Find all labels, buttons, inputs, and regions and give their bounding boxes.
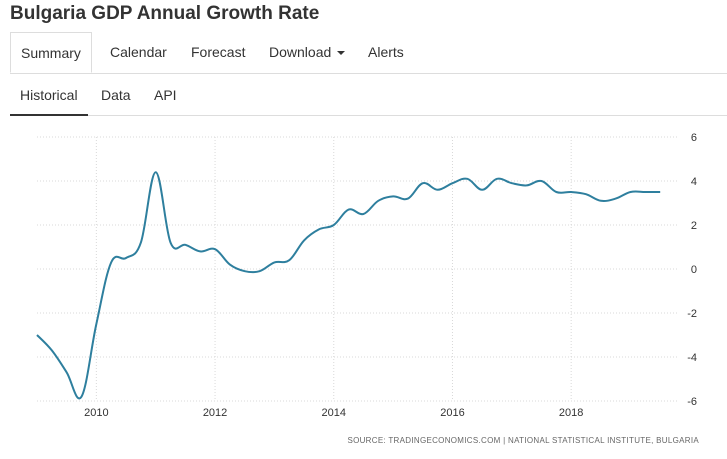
- data-point: [570, 191, 572, 193]
- y-tick-label: 6: [691, 132, 697, 144]
- gdp-growth-chart: 6 4 2 0 -2 -4 -6 2010 2012 2014 2016 2018 SOURCE: …: [36, 132, 699, 445]
- data-point: [229, 264, 231, 266]
- data-point: [318, 228, 320, 230]
- data-point: [362, 213, 364, 215]
- series-line-gdp-growth: [36, 171, 661, 400]
- y-tick-label: 4: [691, 176, 697, 188]
- x-tick-label: 2014: [322, 407, 346, 419]
- tab-calendar[interactable]: Calendar: [110, 44, 167, 60]
- y-tick-label: 2: [691, 220, 697, 232]
- y-tick-label: -6: [687, 396, 697, 408]
- data-point: [451, 182, 453, 184]
- data-points: [36, 171, 661, 397]
- data-point: [81, 396, 83, 398]
- data-point: [273, 261, 275, 263]
- tab-api[interactable]: API: [154, 87, 177, 103]
- data-point: [303, 239, 305, 241]
- sub-nav: Historical Data API: [10, 76, 727, 116]
- x-tick-label: 2018: [559, 407, 583, 419]
- data-point: [244, 270, 246, 272]
- data-point: [140, 242, 142, 244]
- data-point: [496, 178, 498, 180]
- tab-historical[interactable]: Historical: [10, 76, 88, 116]
- data-point: [66, 371, 68, 373]
- data-point: [555, 191, 557, 193]
- data-point: [407, 198, 409, 200]
- data-point: [170, 242, 172, 244]
- data-point: [51, 349, 53, 351]
- data-point: [110, 261, 112, 263]
- data-point: [644, 191, 646, 193]
- x-tick-label: 2012: [203, 407, 227, 419]
- tab-forecast[interactable]: Forecast: [191, 44, 246, 60]
- data-point: [259, 270, 261, 272]
- top-nav: Summary Calendar Forecast Download Alert…: [10, 32, 727, 74]
- tab-data[interactable]: Data: [101, 87, 131, 103]
- data-point: [540, 180, 542, 182]
- data-point: [95, 323, 97, 325]
- data-point: [659, 191, 661, 193]
- data-point: [125, 257, 127, 259]
- source-note: SOURCE: TRADINGECONOMICS.COM | NATIONAL …: [347, 436, 699, 445]
- data-point: [481, 189, 483, 191]
- data-point: [333, 224, 335, 226]
- data-point: [630, 191, 632, 193]
- y-tick-label: -4: [687, 352, 697, 364]
- y-axis-ticks: 6 4 2 0 -2 -4 -6: [687, 132, 697, 408]
- y-tick-label: -2: [687, 308, 697, 320]
- x-tick-label: 2010: [84, 407, 108, 419]
- tab-summary[interactable]: Summary: [10, 32, 92, 73]
- data-point: [288, 259, 290, 261]
- data-point: [392, 195, 394, 197]
- chevron-down-icon: [337, 51, 346, 56]
- data-point: [437, 189, 439, 191]
- page-title: Bulgaria GDP Annual Growth Rate: [10, 3, 320, 24]
- data-point: [526, 184, 528, 186]
- data-point: [511, 182, 513, 184]
- data-point: [214, 248, 216, 250]
- data-point: [348, 209, 350, 211]
- data-point: [422, 182, 424, 184]
- data-point: [585, 193, 587, 195]
- chart-grid: [37, 136, 678, 402]
- x-tick-label: 2016: [440, 407, 464, 419]
- data-point: [199, 250, 201, 252]
- data-point: [155, 171, 157, 173]
- tab-alerts[interactable]: Alerts: [368, 44, 404, 60]
- data-point: [600, 200, 602, 202]
- data-point: [377, 200, 379, 202]
- data-point: [184, 244, 186, 246]
- x-axis-ticks: 2010 2012 2014 2016 2018: [84, 407, 583, 419]
- tab-download-label: Download: [269, 44, 332, 60]
- y-tick-label: 0: [691, 264, 697, 276]
- data-point: [615, 198, 617, 200]
- tab-download[interactable]: Download: [269, 32, 346, 73]
- data-point: [466, 178, 468, 180]
- data-point: [36, 334, 38, 336]
